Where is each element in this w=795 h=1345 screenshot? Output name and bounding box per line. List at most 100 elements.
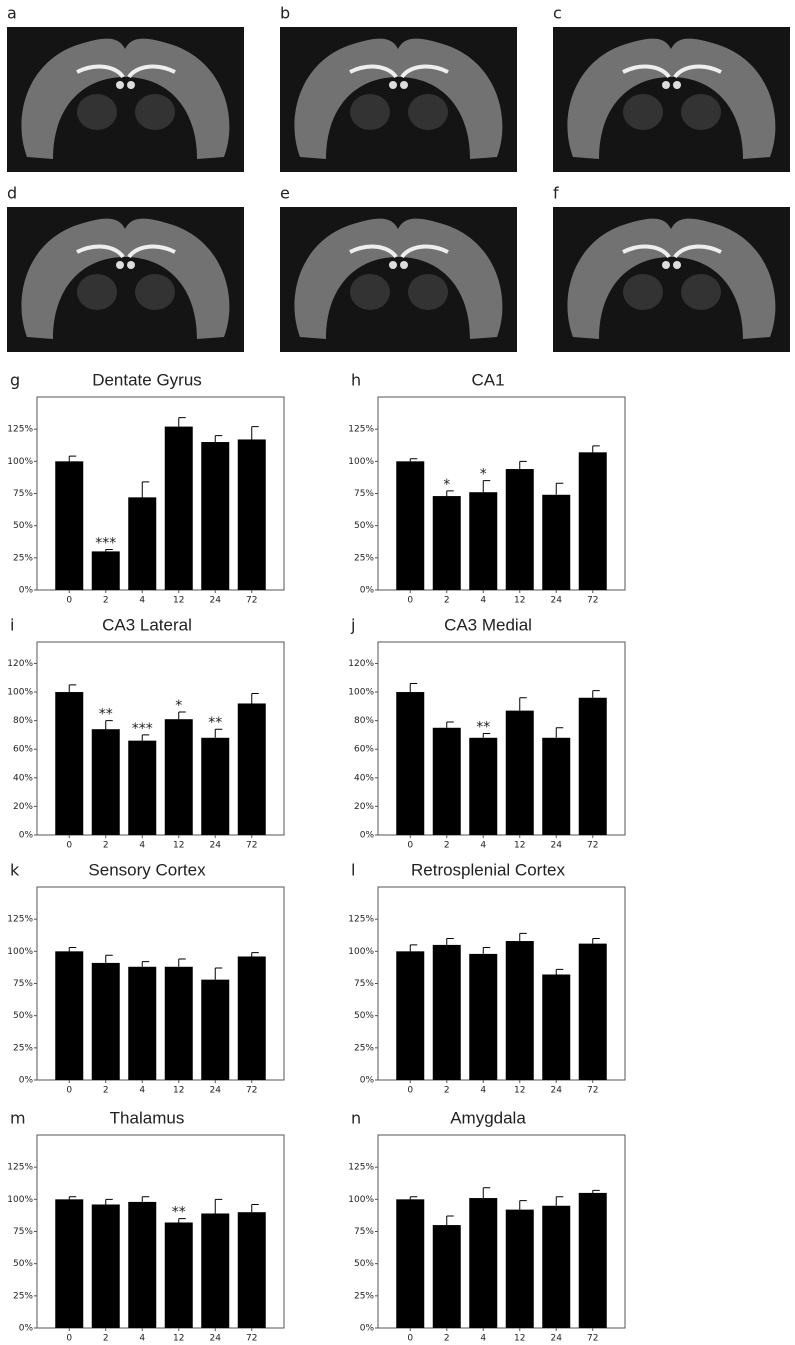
error-bar (592, 690, 600, 698)
error-bar (68, 946, 77, 952)
error-bar (214, 1198, 223, 1214)
panel-label: k (10, 861, 20, 880)
y-tick-label: 100% (7, 457, 33, 467)
x-tick-label: 72 (587, 1086, 598, 1096)
error-bar (141, 481, 150, 498)
y-tick-label: 20% (354, 802, 374, 812)
bar (469, 953, 498, 1080)
error-bar (68, 684, 77, 693)
y-tick-label: 50% (13, 1011, 33, 1021)
panel-label: l (351, 861, 355, 880)
bar (164, 426, 193, 590)
bar (542, 494, 571, 590)
y-tick-label: 100% (348, 688, 374, 698)
chart-title: Sensory Cortex (88, 860, 206, 879)
error-bar (592, 445, 600, 453)
panel-label: d (7, 184, 17, 203)
error-bar (592, 937, 600, 944)
error-bar (178, 958, 186, 967)
x-tick-label: 24 (551, 841, 563, 851)
y-tick-label: 60% (354, 745, 374, 755)
bar (505, 1209, 534, 1328)
x-tick-label: 4 (480, 1086, 486, 1096)
bar (91, 551, 120, 590)
error-bar (68, 455, 77, 462)
brain-image (551, 25, 792, 174)
x-tick-label: 24 (551, 1334, 563, 1344)
x-tick-label: 12 (173, 1086, 184, 1096)
bar (542, 1205, 571, 1328)
y-tick-label: 125% (7, 915, 33, 925)
chart-title: CA1 (471, 370, 504, 389)
x-tick-label: 4 (480, 1334, 486, 1344)
y-tick-label: 50% (354, 1259, 374, 1269)
x-tick-label: 24 (210, 596, 222, 606)
plot-frame (36, 641, 285, 836)
y-tick-label: 0% (19, 831, 34, 841)
error-bar (482, 732, 491, 738)
x-tick-label: 2 (103, 1086, 109, 1096)
x-tick-label: 0 (66, 841, 72, 851)
bar (396, 692, 425, 835)
panel-label: n (351, 1109, 361, 1128)
x-tick-label: 24 (210, 1086, 222, 1096)
significance-label: * (480, 467, 487, 483)
error-bar (482, 480, 491, 493)
panel-label: j (350, 616, 355, 635)
error-bar (105, 548, 113, 552)
bar (128, 1201, 157, 1328)
bar (505, 469, 534, 590)
bar (55, 1199, 84, 1328)
x-tick-label: 72 (246, 1086, 257, 1096)
error-bar (178, 417, 186, 427)
error-bar (592, 1189, 600, 1193)
error-bar (409, 1196, 418, 1200)
x-tick-label: 72 (587, 596, 598, 606)
y-tick-label: 125% (7, 425, 33, 435)
x-tick-label: 4 (139, 1086, 145, 1096)
x-tick-label: 0 (66, 1086, 72, 1096)
bar (578, 943, 607, 1080)
y-tick-label: 80% (13, 716, 33, 726)
x-tick-label: 0 (66, 596, 72, 606)
significance-label: * (175, 698, 182, 714)
y-tick-label: 125% (7, 1163, 33, 1173)
y-tick-label: 0% (360, 1076, 375, 1086)
error-bar (141, 961, 150, 967)
error-bar (251, 1203, 259, 1213)
bar (469, 492, 498, 590)
bar (201, 979, 230, 1080)
panel-label: i (10, 616, 14, 635)
bar (432, 1225, 461, 1328)
error-bar (519, 1200, 527, 1210)
bar (201, 737, 230, 835)
y-tick-label: 75% (13, 1227, 33, 1237)
bar (432, 496, 461, 590)
significance-label: *** (132, 721, 153, 737)
error-bar (105, 954, 113, 963)
y-tick-label: 75% (354, 489, 374, 499)
error-bar (409, 944, 418, 952)
bar (469, 1198, 498, 1328)
y-tick-label: 25% (354, 553, 374, 563)
x-tick-label: 24 (551, 596, 563, 606)
error-bar (105, 1198, 113, 1205)
brain-image (5, 205, 246, 354)
error-bar (68, 1196, 77, 1200)
y-tick-label: 75% (13, 979, 33, 989)
significance-label: *** (95, 535, 116, 551)
x-tick-label: 72 (246, 841, 257, 851)
error-bar (555, 482, 564, 495)
y-tick-label: 20% (13, 802, 33, 812)
error-bar (214, 728, 223, 738)
x-tick-label: 2 (444, 1334, 450, 1344)
x-tick-label: 0 (407, 1086, 413, 1096)
x-tick-label: 0 (407, 596, 413, 606)
chart-title: CA3 Lateral (102, 615, 192, 634)
error-bar (555, 1196, 564, 1206)
panel-label: c (553, 4, 562, 23)
chart-title: CA3 Medial (444, 615, 532, 634)
error-bar (446, 721, 454, 728)
significance-label: * (443, 477, 450, 493)
y-tick-label: 100% (7, 688, 33, 698)
